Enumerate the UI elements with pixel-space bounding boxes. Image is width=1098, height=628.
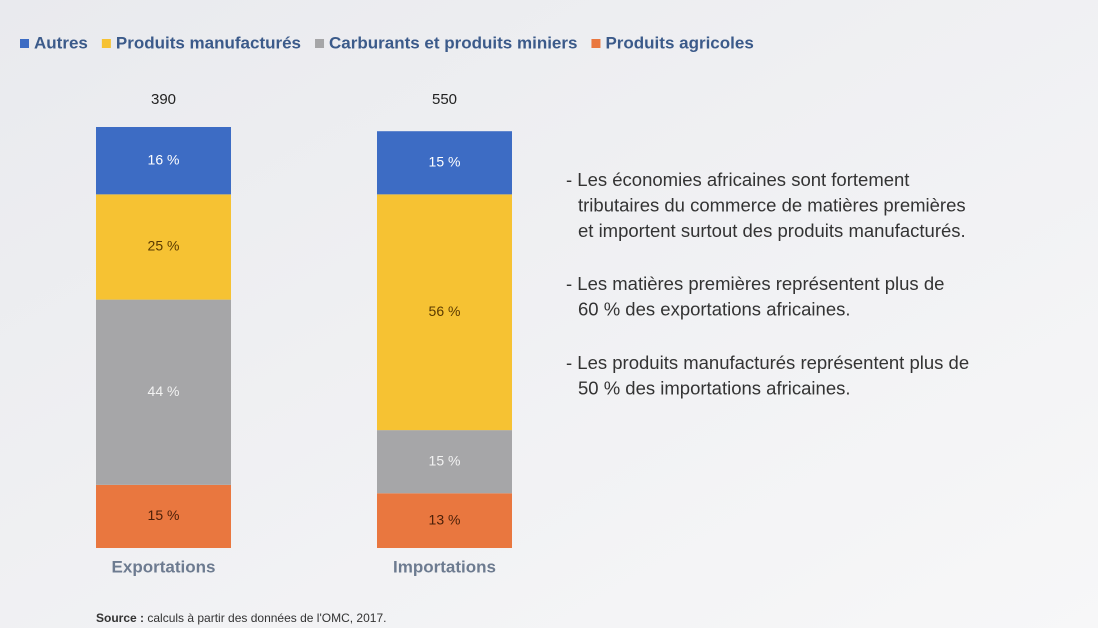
annotation-line: et importent surtout des produits manufa… <box>578 220 966 241</box>
bar-segment <box>96 127 231 195</box>
value-label: 25 % <box>148 238 180 254</box>
source: Source : calculs à partir des données de… <box>96 611 386 625</box>
legend-label: Produits manufacturés <box>116 33 301 52</box>
annotation-line: tributaires du commerce de matières prem… <box>578 194 966 215</box>
legend-label: Carburants et produits miniers <box>329 33 577 52</box>
legend-label: Produits agricoles <box>605 33 753 52</box>
legend-label: Autres <box>34 33 88 52</box>
category-label: Exportations <box>112 557 216 576</box>
annotation-line: 50 % des importations africaines. <box>578 377 851 398</box>
value-label: 15 % <box>429 452 461 468</box>
annotation-line: 60 % des exportations africaines. <box>578 298 851 319</box>
bar-segment <box>96 194 231 300</box>
annotation-line: - Les matières premières représentent pl… <box>566 273 944 294</box>
source-text: calculs à partir des données de l'OMC, 2… <box>147 611 386 625</box>
value-label: 56 % <box>429 303 461 319</box>
legend-marker <box>20 39 29 48</box>
bar-segment <box>377 131 512 195</box>
value-label: 44 % <box>148 383 180 399</box>
legend-marker <box>315 39 325 48</box>
bar-segment <box>377 493 512 548</box>
legend-marker <box>101 39 111 48</box>
value-label: 15 % <box>429 153 461 169</box>
legend-marker <box>591 39 601 48</box>
total-label: 550 <box>432 91 457 108</box>
bar-segment <box>377 430 512 494</box>
value-label: 16 % <box>148 151 180 167</box>
bar-segment <box>96 299 231 485</box>
annotation-line: - Les économies africaines sont fortemen… <box>566 169 909 190</box>
annotation-line: - Les produits manufacturés représentent… <box>566 352 969 373</box>
total-label: 390 <box>151 91 176 108</box>
source-label: Source : <box>96 611 144 625</box>
value-label: 13 % <box>429 511 461 527</box>
bar-segment <box>377 194 512 431</box>
bar-segment <box>96 484 231 548</box>
category-label: Importations <box>393 557 496 576</box>
value-label: 15 % <box>148 507 180 523</box>
